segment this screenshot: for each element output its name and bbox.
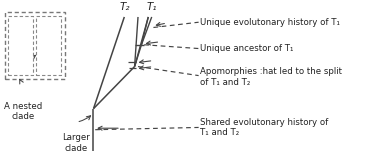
Text: T₁: T₁ <box>146 2 157 12</box>
FancyBboxPatch shape <box>6 12 65 79</box>
Text: Unique evolutonary history of T₁: Unique evolutonary history of T₁ <box>200 18 339 27</box>
FancyBboxPatch shape <box>36 16 61 75</box>
Text: A nested
clade: A nested clade <box>4 102 43 121</box>
Text: Shared evolutonary history of
T₁ and T₂: Shared evolutonary history of T₁ and T₂ <box>200 118 328 137</box>
Text: T₂: T₂ <box>119 2 130 12</box>
Text: Larger
clade: Larger clade <box>62 134 90 153</box>
Text: Unique ancestor of T₁: Unique ancestor of T₁ <box>200 44 293 53</box>
FancyBboxPatch shape <box>8 16 33 75</box>
Text: Apomorphies :hat led to the split
of T₁ and T₂: Apomorphies :hat led to the split of T₁ … <box>200 67 342 87</box>
